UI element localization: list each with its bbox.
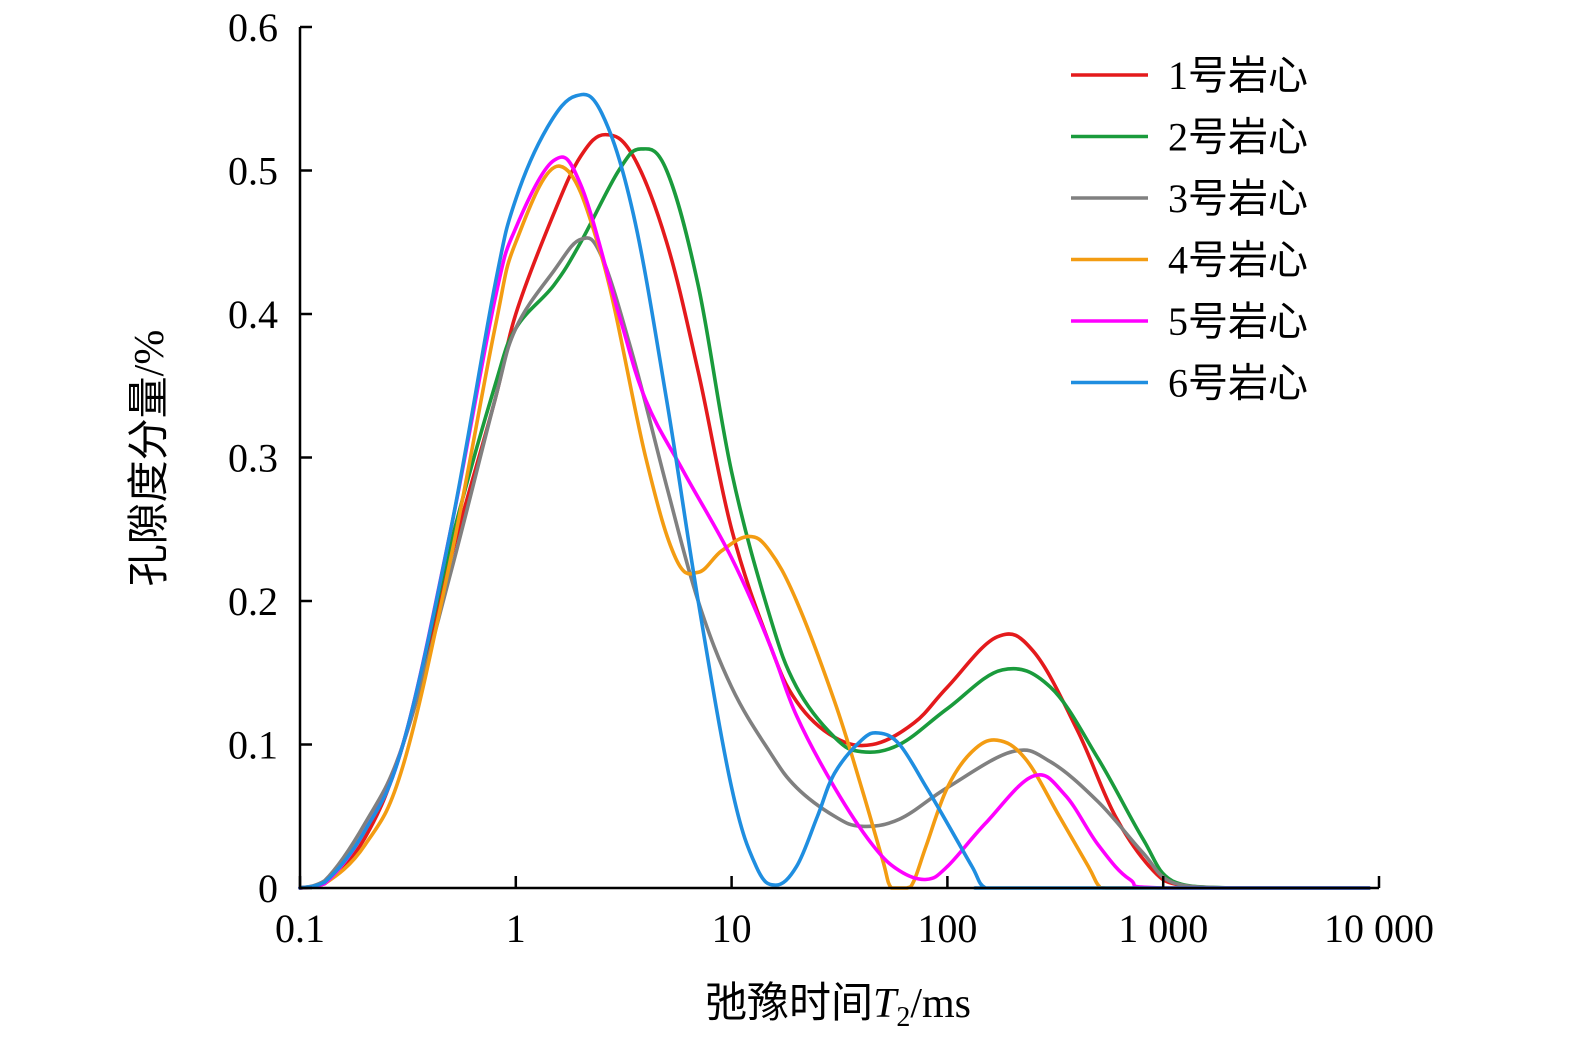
x-axis-title-variable: T [873, 981, 899, 1027]
legend-label: 3号岩心 [1168, 176, 1308, 221]
series-line-1 [298, 132, 1371, 890]
x-tick-label: 10 [712, 906, 752, 951]
x-tick-label: 1 [506, 906, 526, 951]
series-line-2 [298, 147, 1371, 890]
series-line-6 [298, 92, 1371, 890]
legend-label: 6号岩心 [1168, 361, 1308, 406]
x-axis-title-unit: /ms [910, 981, 971, 1027]
x-tick-label: 1 000 [1118, 906, 1208, 951]
x-tick-label: 100 [917, 906, 977, 951]
y-ticks: 0 0.1 0.2 0.3 0.4 0.5 0.6 [228, 5, 312, 911]
y-tick-label: 0.1 [228, 723, 278, 768]
series-line-3 [298, 236, 1371, 890]
y-tick-label: 0.2 [228, 579, 278, 624]
x-axis-title-text: 弛豫时间 [705, 981, 873, 1027]
y-tick-label: 0.5 [228, 149, 278, 194]
y-tick-label: 0 [258, 866, 278, 911]
legend-label: 1号岩心 [1168, 53, 1308, 98]
y-tick-label: 0.6 [228, 5, 278, 50]
legend-label: 5号岩心 [1168, 299, 1308, 344]
x-tick-label: 0.1 [275, 906, 325, 951]
y-axis-title: 孔隙度分量/% [127, 330, 173, 587]
y-tick-label: 0.4 [228, 292, 278, 337]
x-axis-title-subscript: 2 [896, 1002, 910, 1033]
series-layer [298, 92, 1371, 890]
x-tick-label: 10 000 [1324, 906, 1434, 951]
legend: 1号岩心 2号岩心 3号岩心 4号岩心 5号岩心 6号岩心 [1071, 53, 1308, 406]
legend-label: 2号岩心 [1168, 115, 1308, 160]
x-axis-title: 弛豫时间T2/ms [705, 981, 971, 1033]
legend-label: 4号岩心 [1168, 238, 1308, 283]
x-ticks: 0.1 1 10 100 1 000 10 000 [275, 876, 1434, 951]
series-line-4 [298, 164, 1371, 890]
y-tick-label: 0.3 [228, 436, 278, 481]
